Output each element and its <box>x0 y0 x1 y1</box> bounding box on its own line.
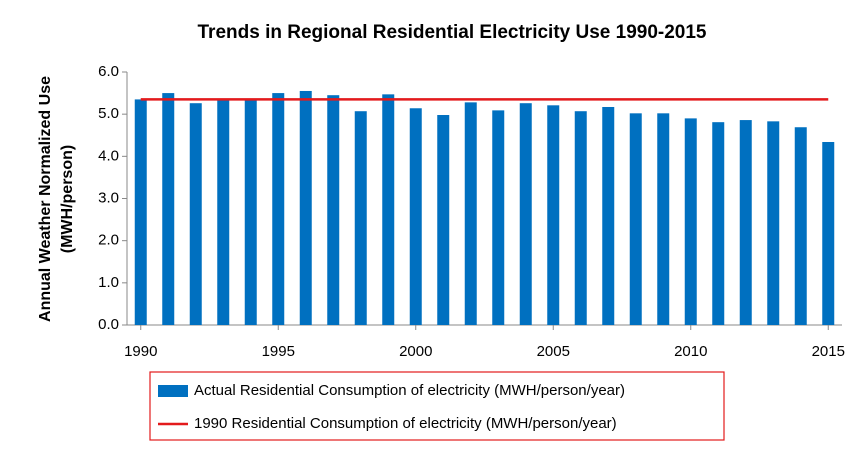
bar <box>162 93 175 325</box>
bar <box>492 110 505 325</box>
bar <box>409 108 422 325</box>
x-tick-label: 2015 <box>812 343 845 360</box>
bar <box>602 106 615 325</box>
bar <box>437 115 450 325</box>
bar <box>629 113 642 325</box>
bar <box>464 102 477 325</box>
y-tick-label: 6.0 <box>98 63 119 80</box>
y-tick-label: 1.0 <box>98 274 119 291</box>
x-tick-label: 1995 <box>262 343 295 360</box>
x-tick-label: 1990 <box>124 343 157 360</box>
chart-title: Trends in Regional Residential Electrici… <box>198 22 707 43</box>
bar <box>327 95 340 325</box>
legend-box <box>149 371 725 441</box>
bar <box>767 121 780 326</box>
y-tick-label: 4.0 <box>98 147 119 164</box>
legend-label: Actual Residential Consumption of electr… <box>194 382 625 399</box>
bar <box>574 111 587 325</box>
bar <box>299 90 312 325</box>
bar <box>712 122 725 325</box>
bar <box>794 127 807 325</box>
bar <box>547 105 560 325</box>
y-tick-label: 0.0 <box>98 316 119 333</box>
bar <box>354 111 367 325</box>
bar <box>244 99 257 326</box>
x-tick-label: 2000 <box>399 343 432 360</box>
bar <box>684 118 697 325</box>
bar <box>189 103 202 325</box>
bar <box>822 141 835 325</box>
bar <box>519 103 532 325</box>
y-axis-label: Annual Weather Normalized Use <box>37 76 54 322</box>
y-tick-label: 2.0 <box>98 232 119 249</box>
bar <box>272 93 285 325</box>
x-tick-label: 2005 <box>537 343 570 360</box>
bar <box>657 113 670 325</box>
y-tick-label: 5.0 <box>98 105 119 122</box>
bar <box>217 100 230 325</box>
bar <box>134 99 147 326</box>
legend-swatch <box>158 385 188 397</box>
y-axis-label: (MWH/person) <box>59 145 76 253</box>
bar <box>382 94 395 326</box>
bar <box>739 120 752 325</box>
legend-label: 1990 Residential Consumption of electric… <box>194 415 617 432</box>
y-tick-label: 3.0 <box>98 189 119 206</box>
x-tick-label: 2010 <box>674 343 707 360</box>
